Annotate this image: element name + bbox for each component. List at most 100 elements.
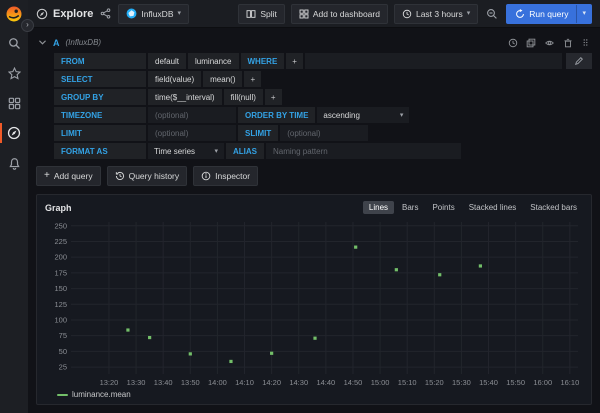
from-row: FROM default luminance WHERE +: [54, 53, 592, 69]
group-by-row: GROUP BY time($__interval) fill(null) +: [54, 89, 592, 105]
add-where-condition-button[interactable]: +: [286, 53, 303, 69]
graph-mode-stacked-lines[interactable]: Stacked lines: [463, 201, 523, 214]
duplicate-query-button[interactable]: [526, 38, 536, 48]
from-policy-segment[interactable]: default: [148, 53, 187, 69]
svg-text:125: 125: [54, 300, 67, 309]
select-label: SELECT: [54, 71, 146, 87]
inspector-button[interactable]: Inspector: [193, 166, 259, 186]
split-button[interactable]: Split: [238, 3, 285, 24]
alias-input[interactable]: [266, 143, 461, 159]
svg-text:150: 150: [54, 284, 67, 293]
time-range-label: Last 3 hours: [415, 8, 463, 19]
order-by-time-label: ORDER BY TIME: [238, 107, 316, 123]
run-query-dropdown[interactable]: ▾: [576, 4, 591, 23]
timezone-label: TIMEZONE: [54, 107, 146, 123]
sidebar-item-alerting[interactable]: [0, 148, 28, 178]
share-shortened-link-button[interactable]: [100, 8, 111, 19]
inspector-label: Inspector: [215, 171, 251, 181]
query-history-button[interactable]: Query history: [106, 166, 188, 186]
where-keyword: WHERE: [240, 53, 285, 69]
sidebar-item-search[interactable]: [0, 28, 28, 58]
timezone-input[interactable]: [148, 107, 236, 123]
drag-query-handle[interactable]: [581, 37, 590, 48]
limit-row: LIMIT SLIMIT: [54, 125, 592, 141]
select-field-segment[interactable]: field(value): [148, 71, 202, 87]
page-title: Explore: [53, 7, 94, 20]
limit-input[interactable]: [148, 125, 236, 141]
svg-text:100: 100: [54, 315, 67, 324]
svg-text:15:40: 15:40: [479, 378, 498, 387]
time-range-picker[interactable]: Last 3 hours ▾: [393, 3, 479, 24]
remove-query-button[interactable]: [563, 38, 573, 48]
svg-text:15:30: 15:30: [452, 378, 471, 387]
chevron-down-icon: ▾: [466, 10, 471, 17]
format-as-select[interactable]: Time series ▾: [148, 143, 224, 159]
history-icon: [115, 171, 124, 180]
from-measurement-segment[interactable]: luminance: [188, 53, 239, 69]
disable-query-button[interactable]: [544, 38, 555, 48]
info-circle-icon: [201, 171, 211, 181]
search-icon: [8, 37, 20, 49]
svg-text:14:50: 14:50: [344, 378, 363, 387]
query-history-icon-button[interactable]: [508, 38, 518, 48]
add-query-button[interactable]: + Add query: [36, 166, 101, 186]
share-icon: [101, 8, 111, 19]
svg-text:250: 250: [54, 221, 67, 230]
collapse-query-button[interactable]: [38, 39, 47, 46]
add-group-by-part-button[interactable]: +: [264, 89, 282, 105]
format-as-row: FORMAT AS Time series ▾ ALIAS: [54, 143, 592, 159]
apps-icon: [299, 9, 309, 18]
history-icon: [508, 38, 518, 47]
chevron-down-icon: ▾: [177, 10, 181, 17]
svg-text:25: 25: [59, 363, 67, 372]
sidebar-item-dashboards[interactable]: [0, 88, 28, 118]
from-label: FROM: [54, 53, 146, 69]
legend-item-luminance-mean[interactable]: luminance.mean: [45, 389, 583, 400]
datasource-picker[interactable]: InfluxDB ▾: [118, 3, 189, 24]
sidebar-expand-button[interactable]: ›: [21, 19, 34, 32]
star-icon: [7, 66, 21, 80]
zoom-out-time-button[interactable]: [484, 4, 500, 24]
select-function-segment[interactable]: mean(): [203, 71, 243, 87]
split-icon: [246, 9, 256, 18]
timeseries-chart[interactable]: 25 50 75 100 125 150 175 200 225 250 13:20 13:30 13:…: [45, 216, 583, 388]
split-label: Split: [260, 8, 277, 19]
clock-icon: [402, 9, 412, 18]
svg-text:14:10: 14:10: [235, 378, 254, 387]
slimit-input[interactable]: [280, 125, 369, 141]
svg-text:15:50: 15:50: [506, 378, 525, 387]
svg-text:14:20: 14:20: [262, 378, 281, 387]
svg-text:200: 200: [54, 253, 67, 262]
grafana-logo-icon: [6, 6, 22, 22]
query-ref-id: A: [53, 37, 60, 48]
query-row-actions: [508, 37, 590, 48]
group-by-fill-segment[interactable]: fill(null): [223, 89, 263, 105]
svg-text:14:40: 14:40: [316, 378, 335, 387]
copy-icon: [526, 38, 536, 47]
sidebar-item-starred[interactable]: [0, 58, 28, 88]
graph-mode-points[interactable]: Points: [426, 201, 460, 214]
legend-series-label: luminance.mean: [72, 390, 131, 399]
sidebar-item-explore[interactable]: [0, 118, 28, 148]
sidebar: ›: [0, 0, 34, 413]
run-query-button[interactable]: Run query ▾: [506, 3, 592, 24]
query-actions: + Add query Query history Inspector: [36, 166, 592, 186]
influxdb-logo-icon: [126, 8, 137, 19]
svg-text:175: 175: [54, 268, 67, 277]
order-by-time-select[interactable]: ascending ▾: [317, 107, 410, 123]
group-by-time-segment[interactable]: time($__interval): [148, 89, 222, 105]
add-to-dashboard-button[interactable]: Add to dashboard: [290, 3, 388, 24]
graph-mode-bars[interactable]: Bars: [396, 201, 424, 214]
add-to-dashboard-label: Add to dashboard: [312, 8, 380, 19]
graph-mode-stacked-bars[interactable]: Stacked bars: [524, 201, 583, 214]
graph-plot-area[interactable]: 25 50 75 100 125 150 175 200 225 250 13:20 13:30 13:…: [45, 216, 583, 389]
graph-panel-title: Graph: [45, 202, 72, 213]
query-row-header: A (InfluxDB): [36, 35, 592, 50]
chevron-down-icon: ▾: [214, 147, 218, 155]
bell-icon: [8, 157, 20, 170]
grafana-logo[interactable]: [0, 0, 28, 28]
format-as-value: Time series: [154, 146, 196, 156]
add-select-part-button[interactable]: +: [244, 71, 262, 87]
toggle-text-edit-button[interactable]: [566, 53, 592, 69]
graph-mode-lines[interactable]: Lines: [362, 201, 395, 214]
